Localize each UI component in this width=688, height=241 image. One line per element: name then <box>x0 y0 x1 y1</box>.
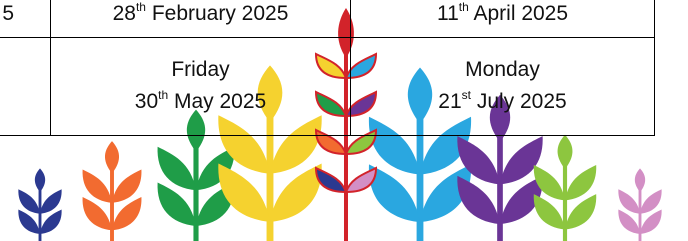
plant <box>618 168 661 241</box>
center-plant <box>316 8 376 241</box>
table-cell: 11th April 2025 <box>351 0 654 30</box>
date: 21st July 2025 <box>351 86 654 118</box>
month-year: April 2025 <box>473 2 568 25</box>
day: 21 <box>438 90 461 113</box>
weekday: Friday <box>51 54 350 86</box>
day: 11 <box>437 2 459 25</box>
cell-text: 5 <box>2 2 14 25</box>
month-year: July 2025 <box>477 90 567 113</box>
table-border <box>0 37 655 38</box>
ordinal: th <box>136 0 146 14</box>
table-border <box>654 0 655 136</box>
weekday: Monday <box>351 54 654 86</box>
ordinal: th <box>459 0 469 14</box>
date: 30th May 2025 <box>51 86 350 118</box>
day: 28 <box>113 2 136 25</box>
month-year: May 2025 <box>174 90 266 113</box>
plant <box>534 135 597 241</box>
table-cell: 28th February 2025 <box>51 0 350 30</box>
ordinal: th <box>158 88 168 102</box>
month-year: February 2025 <box>152 2 289 25</box>
day: 30 <box>135 90 158 113</box>
ordinal: st <box>462 88 471 102</box>
table-border <box>0 135 655 136</box>
page: 5 28th February 2025 11th April 2025 Fri… <box>0 0 688 241</box>
plant <box>83 141 142 241</box>
plant <box>18 168 61 241</box>
table-cell: 5 <box>0 0 14 30</box>
